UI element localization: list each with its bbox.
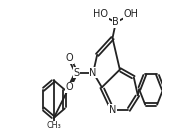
Text: CH₃: CH₃ bbox=[46, 121, 61, 130]
Text: B: B bbox=[113, 17, 119, 27]
Text: OH: OH bbox=[124, 10, 139, 20]
Text: HO: HO bbox=[93, 10, 108, 20]
Text: O: O bbox=[65, 53, 73, 63]
Text: S: S bbox=[74, 68, 80, 78]
Text: O: O bbox=[65, 82, 73, 92]
Text: N: N bbox=[90, 68, 97, 78]
Text: N: N bbox=[109, 105, 116, 115]
